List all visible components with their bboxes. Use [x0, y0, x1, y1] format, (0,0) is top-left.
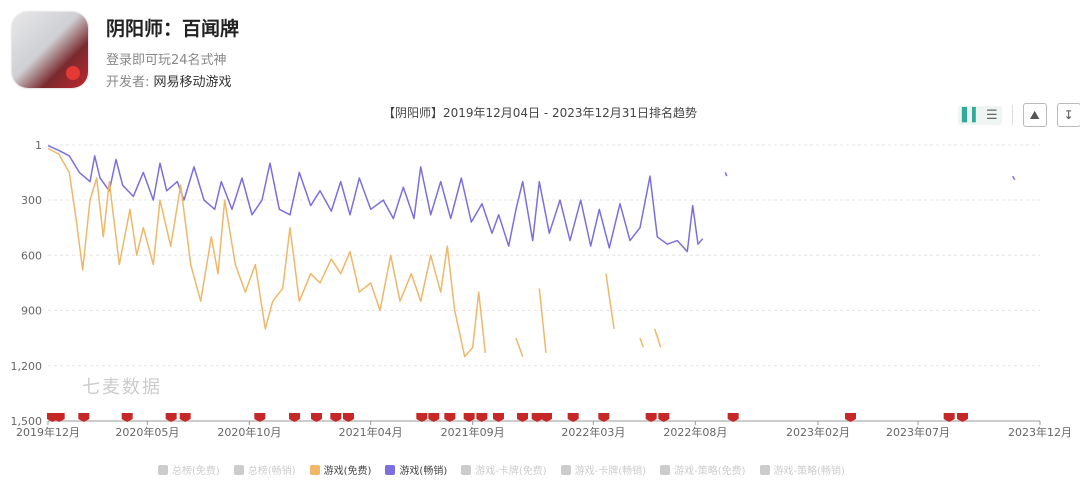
series-line-游戏(畅销) [724, 172, 728, 177]
event-marker-icon [598, 413, 610, 422]
event-marker-icon [254, 413, 266, 422]
legend-label: 游戏(免费) [323, 466, 372, 477]
legend-swatch [461, 464, 472, 475]
image-save-icon[interactable]: ⛰ [1022, 103, 1047, 127]
y-tick-label: 600 [21, 249, 42, 262]
x-tick-label: 2023年02月 [786, 425, 850, 439]
event-marker-icon [78, 413, 90, 422]
legend: 总榜(免费) 总榜(畅销) 游戏(免费) 游戏(畅销) 游戏-卡牌(免费) 游戏-卡牌(畅… [158, 462, 845, 477]
event-marker-icon [658, 413, 670, 422]
legend-item[interactable]: 游戏-策略(免费) [660, 462, 746, 477]
bar-chart-icon[interactable]: ▌▍ [962, 107, 982, 123]
x-tick-label: 2021年04月 [339, 425, 403, 439]
legend-item[interactable]: 游戏-策略(畅销) [759, 462, 845, 477]
app-icon [12, 12, 88, 88]
watermark: 七麦数据 [82, 377, 162, 398]
x-tick-label: 2020年05月 [115, 425, 179, 439]
event-marker-icon [517, 413, 528, 422]
event-marker-icon [567, 413, 579, 422]
legend-item[interactable]: 总榜(畅销) [233, 462, 296, 477]
legend-swatch [660, 464, 671, 475]
legend-item[interactable]: 游戏(免费) [309, 462, 372, 477]
series-line-游戏(免费) [515, 337, 524, 357]
event-marker-icon [53, 413, 65, 422]
event-marker-icon [957, 413, 968, 422]
event-marker-icon [444, 413, 456, 422]
developer-line: 开发者: 网易移动游戏 [106, 71, 232, 90]
event-marker-icon [645, 413, 657, 422]
legend-label: 游戏-策略(免费) [674, 466, 746, 477]
event-marker-icon [165, 413, 177, 422]
legend-swatch [385, 464, 396, 475]
event-marker-icon [463, 413, 475, 422]
legend-label: 总榜(免费) [172, 466, 220, 477]
x-tick-label: 2022年08月 [663, 425, 727, 439]
legend-item[interactable]: 游戏(畅销) [385, 462, 447, 477]
event-marker-icon [541, 413, 552, 422]
legend-swatch [560, 464, 571, 475]
x-tick-label: 2023年12月 [1008, 425, 1072, 439]
series-line-游戏(免费) [605, 273, 615, 330]
legend-label: 游戏-卡牌(免费) [475, 466, 547, 477]
legend-label: 总榜(畅销) [247, 466, 296, 477]
netease-logo-icon [66, 66, 80, 80]
legend-swatch [759, 464, 770, 475]
event-marker-icon [121, 413, 133, 422]
legend-swatch [233, 464, 244, 475]
event-marker-icon [531, 413, 543, 422]
event-marker-icon [943, 413, 955, 422]
x-tick-label: 2021年09月 [441, 425, 505, 439]
x-tick-label: 2020年10月 [217, 425, 281, 439]
series-line-游戏(免费) [538, 288, 547, 353]
list-icon[interactable]: ☰ [986, 107, 998, 123]
legend-item[interactable]: 总榜(免费) [158, 462, 220, 477]
legend-swatch [158, 464, 168, 475]
series-line-游戏(畅销) [47, 145, 704, 253]
event-marker-icon [289, 413, 300, 422]
developer-link[interactable]: 网易移动游戏 [153, 75, 232, 90]
y-tick-label: 900 [21, 305, 42, 318]
chart-toolbar: ▌▍ ☰ ⛰ ↧ [958, 103, 1080, 127]
legend-swatch [309, 464, 320, 475]
event-marker-icon [179, 413, 191, 422]
legend-item[interactable]: 游戏-卡牌(畅销) [560, 462, 647, 477]
series-line-游戏(免费) [653, 328, 662, 348]
x-tick-label: 2019年12月 [16, 425, 80, 439]
chart-title: 【阴阳师】2019年12月04日 - 2023年12月31日排名趋势 [382, 106, 698, 120]
event-marker-icon [428, 413, 440, 422]
series-line-游戏(免费) [639, 337, 645, 348]
app-title: 阴阳师：百闻牌 [106, 18, 240, 40]
y-tick-label: 300 [21, 194, 42, 207]
legend-item[interactable]: 游戏-卡牌(免费) [461, 462, 547, 477]
legend-label: 游戏-策略(畅销) [773, 466, 845, 477]
series-line-游戏(免费) [47, 147, 487, 358]
event-marker-icon [493, 413, 504, 422]
event-marker-icon [476, 413, 488, 422]
event-marker-icon [416, 413, 428, 422]
event-marker-icon [311, 413, 322, 422]
y-tick-label: 1,200 [11, 360, 43, 373]
y-tick-label: 1,500 [11, 415, 43, 428]
series-line-游戏(畅销) [1012, 175, 1016, 181]
event-marker-icon [845, 413, 856, 422]
event-marker-icon [727, 413, 739, 422]
event-marker-icon [330, 413, 342, 422]
y-tick-label: 1 [35, 139, 42, 152]
developer-label: 开发者: [106, 75, 150, 90]
divider [1011, 105, 1013, 125]
event-marker-icon [343, 413, 354, 422]
x-tick-label: 2023年07月 [886, 425, 950, 439]
app-subtitle: 登录即可玩24名式神 [106, 53, 227, 68]
x-tick-label: 2022年03月 [561, 425, 625, 439]
legend-label: 游戏-卡牌(畅销) [574, 466, 647, 477]
legend-label: 游戏(畅销) [399, 466, 448, 477]
view-toggle[interactable]: ▌▍ ☰ [958, 105, 1002, 125]
